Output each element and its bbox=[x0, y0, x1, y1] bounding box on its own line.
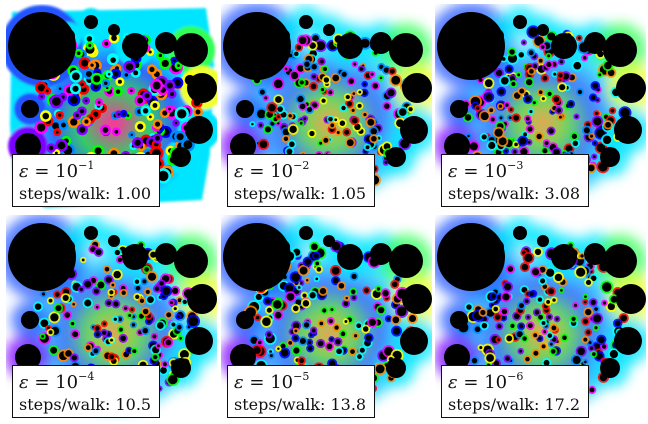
epsilon-exponent: −4 bbox=[78, 370, 95, 383]
large-disks bbox=[437, 12, 646, 167]
steps-per-walk: steps/walk: 1.05 bbox=[234, 183, 366, 205]
large-disks bbox=[8, 223, 217, 378]
epsilon-base: = 10 bbox=[249, 372, 294, 393]
steps-per-walk: steps/walk: 17.2 bbox=[448, 394, 580, 416]
epsilon-symbol: ε bbox=[19, 161, 29, 182]
epsilon-base: = 10 bbox=[463, 372, 508, 393]
panel-eps-4: ε = 10−4 steps/walk: 10.5 bbox=[6, 215, 217, 421]
steps-label: steps/walk: bbox=[234, 184, 326, 203]
steps-per-walk: steps/walk: 1.00 bbox=[19, 183, 151, 205]
epsilon-label: ε = 10−5 bbox=[234, 367, 366, 394]
steps-label: steps/walk: bbox=[448, 184, 540, 203]
steps-value: 3.08 bbox=[544, 184, 581, 203]
caption-box: ε = 10−3 steps/walk: 3.08 bbox=[441, 154, 590, 207]
steps-label: steps/walk: bbox=[19, 395, 111, 414]
caption-box: ε = 10−2 steps/walk: 1.05 bbox=[227, 154, 376, 207]
epsilon-base: = 10 bbox=[463, 161, 508, 182]
steps-per-walk: steps/walk: 10.5 bbox=[19, 394, 151, 416]
steps-value: 13.8 bbox=[330, 395, 367, 414]
large-disks bbox=[437, 223, 646, 378]
steps-per-walk: steps/walk: 3.08 bbox=[448, 183, 580, 205]
panel-eps-5: ε = 10−5 steps/walk: 13.8 bbox=[221, 215, 432, 421]
epsilon-symbol: ε bbox=[234, 372, 244, 393]
epsilon-label: ε = 10−3 bbox=[448, 156, 580, 183]
epsilon-base: = 10 bbox=[34, 161, 79, 182]
epsilon-exponent: −1 bbox=[78, 159, 95, 172]
steps-label: steps/walk: bbox=[448, 395, 540, 414]
panel-eps-1: ε = 10−1 steps/walk: 1.00 bbox=[6, 4, 217, 210]
epsilon-label: ε = 10−2 bbox=[234, 156, 366, 183]
epsilon-symbol: ε bbox=[234, 161, 244, 182]
large-disks bbox=[223, 223, 432, 378]
epsilon-symbol: ε bbox=[448, 372, 458, 393]
caption-box: ε = 10−4 steps/walk: 10.5 bbox=[12, 365, 161, 418]
epsilon-base: = 10 bbox=[34, 372, 79, 393]
epsilon-exponent: −3 bbox=[507, 159, 524, 172]
epsilon-label: ε = 10−1 bbox=[19, 156, 151, 183]
epsilon-symbol: ε bbox=[448, 161, 458, 182]
epsilon-symbol: ε bbox=[19, 372, 29, 393]
panel-eps-2: ε = 10−2 steps/walk: 1.05 bbox=[221, 4, 432, 210]
large-disks bbox=[223, 12, 432, 167]
steps-label: steps/walk: bbox=[234, 395, 326, 414]
epsilon-exponent: −2 bbox=[293, 159, 310, 172]
epsilon-label: ε = 10−6 bbox=[448, 367, 580, 394]
epsilon-exponent: −5 bbox=[293, 370, 310, 383]
epsilon-exponent: −6 bbox=[507, 370, 524, 383]
epsilon-base: = 10 bbox=[249, 161, 294, 182]
steps-value: 17.2 bbox=[544, 395, 581, 414]
steps-per-walk: steps/walk: 13.8 bbox=[234, 394, 366, 416]
steps-value: 10.5 bbox=[115, 395, 152, 414]
panel-eps-3: ε = 10−3 steps/walk: 3.08 bbox=[435, 4, 646, 210]
caption-box: ε = 10−5 steps/walk: 13.8 bbox=[227, 365, 376, 418]
panel-eps-6: ε = 10−6 steps/walk: 17.2 bbox=[435, 215, 646, 421]
large-disks bbox=[8, 12, 217, 167]
caption-box: ε = 10−6 steps/walk: 17.2 bbox=[441, 365, 590, 418]
steps-value: 1.00 bbox=[115, 184, 152, 203]
epsilon-label: ε = 10−4 bbox=[19, 367, 151, 394]
steps-value: 1.05 bbox=[330, 184, 367, 203]
caption-box: ε = 10−1 steps/walk: 1.00 bbox=[12, 154, 161, 207]
steps-label: steps/walk: bbox=[19, 184, 111, 203]
